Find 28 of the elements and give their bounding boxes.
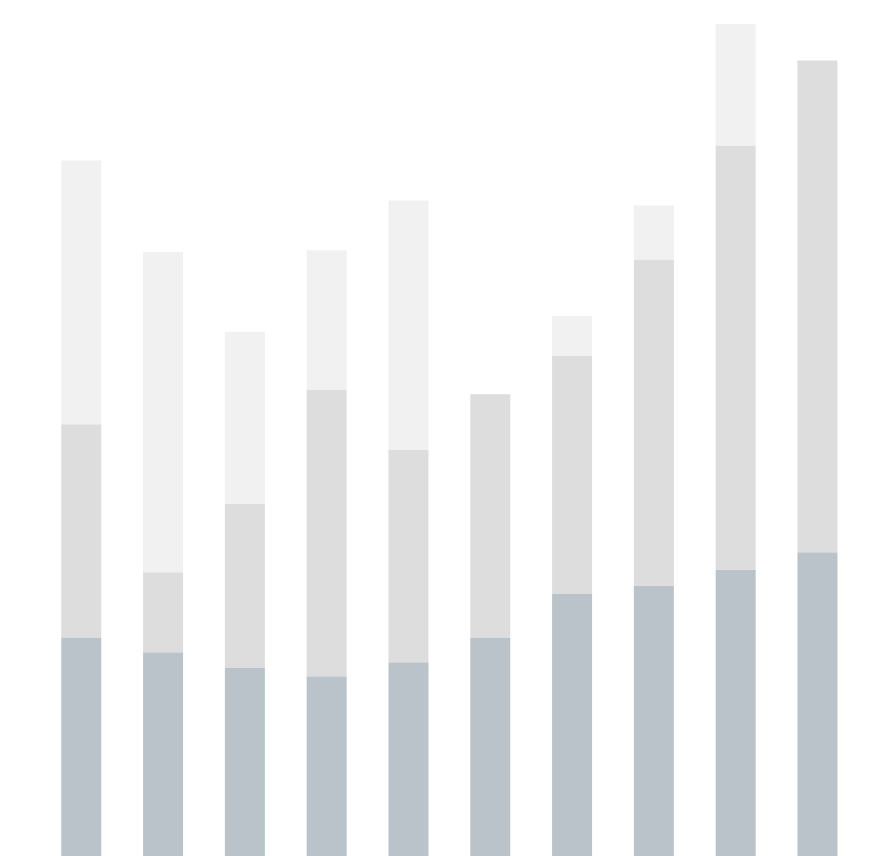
bar <box>715 569 756 856</box>
bar <box>715 145 756 570</box>
bar <box>306 676 347 856</box>
bar <box>388 449 429 663</box>
bar <box>143 652 184 856</box>
bar <box>797 552 838 856</box>
bar <box>715 24 756 146</box>
bar <box>61 424 102 639</box>
bar <box>470 638 511 856</box>
bar <box>388 200 429 450</box>
bar <box>633 205 674 260</box>
bar <box>306 390 347 677</box>
bar <box>388 662 429 856</box>
bar <box>224 331 265 505</box>
bar <box>552 593 593 856</box>
bar <box>470 394 511 639</box>
bar <box>552 355 593 594</box>
bar <box>143 251 184 573</box>
bar <box>797 60 838 553</box>
bar <box>633 259 674 586</box>
bar <box>224 504 265 668</box>
bar <box>633 585 674 856</box>
bar <box>306 250 347 391</box>
bar <box>61 638 102 856</box>
bar <box>143 572 184 653</box>
bar <box>61 160 102 425</box>
bar <box>224 667 265 856</box>
bar <box>552 316 593 356</box>
